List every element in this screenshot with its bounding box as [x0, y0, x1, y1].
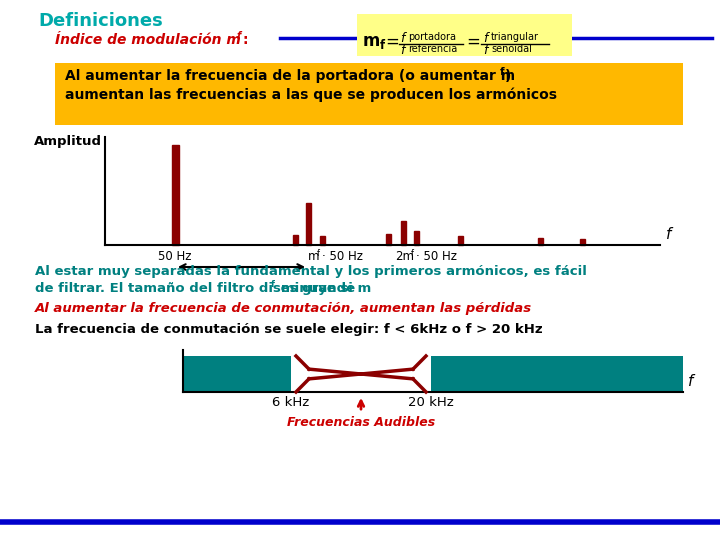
Text: f: f — [483, 32, 487, 45]
Text: f: f — [400, 44, 405, 57]
Text: f: f — [500, 67, 505, 77]
Text: Definiciones: Definiciones — [38, 12, 163, 30]
Text: f: f — [317, 249, 320, 258]
Bar — [320, 236, 325, 245]
Text: 20 kHz: 20 kHz — [408, 396, 454, 409]
Bar — [400, 221, 405, 245]
Bar — [183, 356, 291, 392]
Text: f: f — [271, 280, 275, 289]
Text: aumentan las frecuencias a las que se producen los armónicos: aumentan las frecuencias a las que se pr… — [65, 88, 557, 103]
Bar — [431, 356, 683, 392]
Text: =: = — [385, 33, 399, 51]
Text: f: f — [483, 44, 487, 57]
Bar — [538, 238, 542, 245]
Bar — [357, 14, 572, 56]
Text: 6 kHz: 6 kHz — [272, 396, 310, 409]
Bar — [171, 145, 179, 245]
Text: f: f — [237, 31, 241, 41]
Text: Al aumentar la frecuencia de la portadora (o aumentar m: Al aumentar la frecuencia de la portador… — [65, 69, 515, 83]
Text: f: f — [688, 374, 693, 389]
Text: de filtrar. El tamaño del filtro disminuye si m: de filtrar. El tamaño del filtro disminu… — [35, 282, 372, 295]
Text: ): ) — [505, 69, 511, 83]
Bar — [580, 239, 585, 245]
Bar — [292, 235, 297, 245]
Bar — [413, 231, 418, 245]
Text: 2m: 2m — [395, 250, 414, 263]
Text: triangular: triangular — [491, 32, 539, 42]
Text: =: = — [466, 33, 480, 51]
Bar — [457, 236, 462, 245]
Text: Al estar muy separadas la fundamental y los primeros armónicos, es fácil: Al estar muy separadas la fundamental y … — [35, 265, 587, 278]
Text: f: f — [666, 227, 671, 242]
Bar — [385, 234, 390, 245]
Text: senoidal: senoidal — [491, 44, 532, 54]
Text: Frecuencias Audibles: Frecuencias Audibles — [287, 416, 435, 429]
Text: $\mathbf{m_f}$: $\mathbf{m_f}$ — [362, 33, 387, 51]
Text: f: f — [400, 32, 405, 45]
Text: Al aumentar la frecuencia de conmutación, aumentan las pérdidas: Al aumentar la frecuencia de conmutación… — [35, 302, 532, 315]
Text: 50 Hz: 50 Hz — [158, 250, 192, 263]
Text: · 50 Hz: · 50 Hz — [322, 250, 363, 263]
Bar — [55, 63, 683, 125]
Text: Índice de modulación m: Índice de modulación m — [55, 33, 241, 47]
Text: La frecuencia de conmutación se suele elegir: f < 6kHz o f > 20 kHz: La frecuencia de conmutación se suele el… — [35, 323, 543, 336]
Text: · 50 Hz: · 50 Hz — [416, 250, 457, 263]
Text: es grande: es grande — [276, 282, 355, 295]
Text: :: : — [242, 33, 248, 47]
Text: m: m — [308, 250, 320, 263]
Text: f: f — [411, 249, 414, 258]
Text: referencia: referencia — [408, 44, 457, 54]
Text: Amplitud: Amplitud — [34, 135, 102, 148]
Bar — [305, 203, 310, 245]
Text: portadora: portadora — [408, 32, 456, 42]
